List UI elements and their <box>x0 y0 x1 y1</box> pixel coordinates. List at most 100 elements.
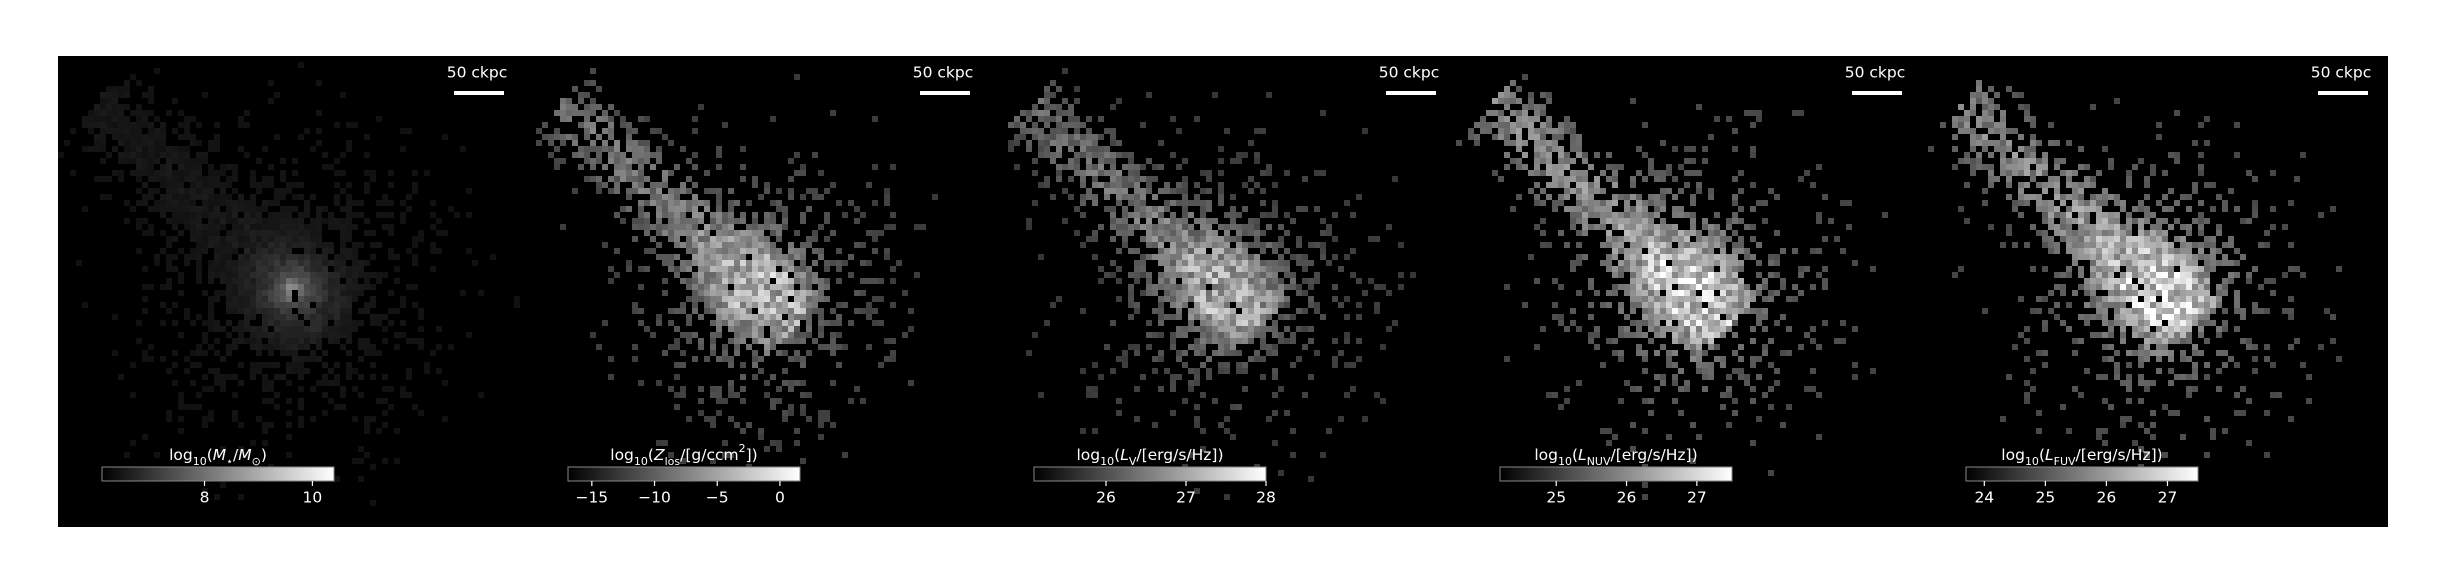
pixel <box>1708 230 1714 236</box>
pixel <box>776 230 782 236</box>
pixel <box>1266 302 1272 308</box>
pixel <box>1654 374 1660 380</box>
pixel <box>1260 272 1266 278</box>
pixel <box>2168 260 2174 266</box>
pixel <box>1672 146 1678 152</box>
pixel <box>2042 236 2048 242</box>
pixel <box>382 212 388 218</box>
pixel <box>1182 212 1188 218</box>
pixel <box>878 278 884 284</box>
pixel <box>1696 296 1702 302</box>
pixel <box>370 230 376 236</box>
pixel <box>1564 128 1570 134</box>
pixel <box>1272 260 1278 266</box>
pixel <box>1158 350 1164 356</box>
scalebar <box>1852 91 1902 95</box>
pixel <box>1690 254 1696 260</box>
pixel <box>178 182 184 188</box>
pixel <box>680 146 686 152</box>
pixel <box>208 326 214 332</box>
pixel <box>1188 254 1194 260</box>
pixel <box>1032 332 1038 338</box>
pixel <box>1200 212 1206 218</box>
pixel <box>710 224 716 230</box>
pixel <box>1080 200 1086 206</box>
pixel <box>710 248 716 254</box>
pixel <box>196 122 202 128</box>
pixel <box>1528 98 1534 104</box>
pixel <box>1540 122 1546 128</box>
pixel <box>1690 194 1696 200</box>
pixel <box>1230 296 1236 302</box>
scalebar <box>920 91 970 95</box>
pixel <box>566 104 572 110</box>
pixel <box>1672 248 1678 254</box>
pixel <box>1206 260 1212 266</box>
pixel <box>2072 182 2078 188</box>
pixel <box>1272 344 1278 350</box>
pixel <box>1714 272 1720 278</box>
pixel <box>1654 308 1660 314</box>
pixel <box>136 218 142 224</box>
pixel <box>310 284 316 290</box>
pixel <box>130 122 136 128</box>
pixel <box>818 248 824 254</box>
pixel <box>932 194 938 200</box>
pixel <box>1672 278 1678 284</box>
pixel <box>400 392 406 398</box>
pixel <box>268 248 274 254</box>
pixel <box>1176 242 1182 248</box>
pixel <box>394 278 400 284</box>
pixel <box>214 194 220 200</box>
pixel <box>298 290 304 296</box>
pixel <box>1338 266 1344 272</box>
pixel <box>2144 176 2150 182</box>
pixel <box>262 224 268 230</box>
pixel <box>1152 176 1158 182</box>
pixel <box>626 134 632 140</box>
pixel <box>358 266 364 272</box>
pixel <box>680 212 686 218</box>
pixel <box>2228 260 2234 266</box>
pixel <box>340 386 346 392</box>
pixel <box>322 152 328 158</box>
pixel <box>1038 128 1044 134</box>
pixel <box>1988 128 1994 134</box>
pixel <box>1576 146 1582 152</box>
pixel <box>112 170 118 176</box>
pixel <box>262 308 268 314</box>
pixel <box>764 314 770 320</box>
pixel <box>674 188 680 194</box>
pixel <box>316 272 322 278</box>
pixel <box>2192 188 2198 194</box>
pixel <box>244 308 250 314</box>
pixel <box>1988 98 1994 104</box>
pixel <box>2048 218 2054 224</box>
pixel <box>662 350 668 356</box>
pixel <box>1224 326 1230 332</box>
pixel <box>1738 218 1744 224</box>
pixel <box>280 230 286 236</box>
pixel <box>728 272 734 278</box>
pixel <box>178 134 184 140</box>
pixel <box>620 116 626 122</box>
pixel <box>1714 260 1720 266</box>
pixel <box>340 254 346 260</box>
label-part: log <box>1534 446 1558 464</box>
pixel <box>2120 308 2126 314</box>
pixel <box>1774 272 1780 278</box>
pixel <box>1218 308 1224 314</box>
pixel <box>148 158 154 164</box>
pixel <box>800 380 806 386</box>
pixel <box>1624 194 1630 200</box>
pixel <box>1200 320 1206 326</box>
pixel <box>1188 380 1194 386</box>
pixel <box>1690 266 1696 272</box>
pixel <box>1726 272 1732 278</box>
pixel <box>2042 170 2048 176</box>
pixel <box>160 128 166 134</box>
pixel <box>1744 308 1750 314</box>
pixel <box>674 404 680 410</box>
pixel <box>1492 110 1498 116</box>
pixel <box>710 260 716 266</box>
